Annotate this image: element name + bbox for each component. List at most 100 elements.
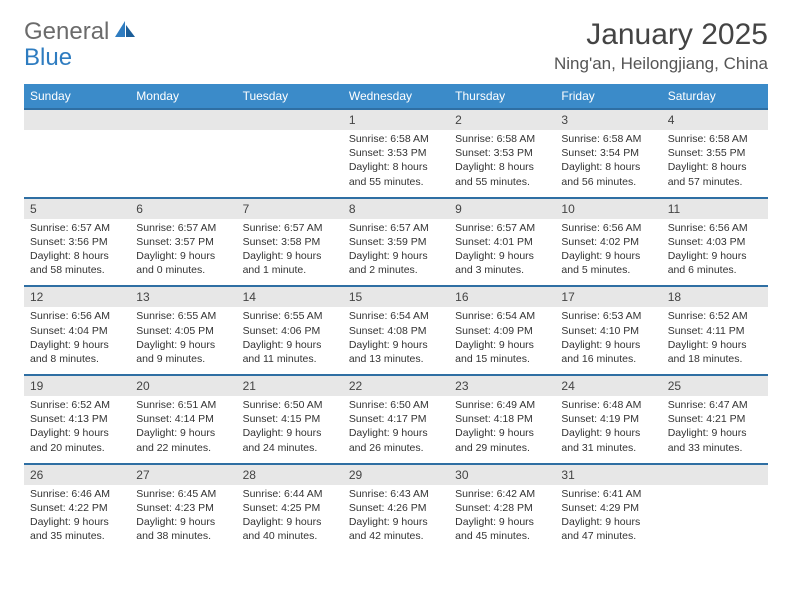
day-detail-line: Daylight: 9 hours [136, 515, 230, 529]
day-detail-line: Sunrise: 6:54 AM [455, 309, 549, 323]
day-cell: Sunrise: 6:56 AMSunset: 4:04 PMDaylight:… [24, 307, 130, 368]
day-detail-line: Daylight: 8 hours [455, 160, 549, 174]
day-detail-line: and 11 minutes. [243, 352, 337, 366]
day-cell [237, 130, 343, 191]
day-number [24, 110, 130, 130]
day-detail-line: Sunrise: 6:45 AM [136, 487, 230, 501]
day-number: 27 [130, 465, 236, 485]
day-detail-line: and 16 minutes. [561, 352, 655, 366]
day-detail-line: Sunrise: 6:55 AM [136, 309, 230, 323]
day-number: 10 [555, 199, 661, 219]
day-detail-line: Sunrise: 6:51 AM [136, 398, 230, 412]
day-number: 29 [343, 465, 449, 485]
day-detail-line: Sunset: 4:09 PM [455, 324, 549, 338]
day-detail-line: Sunrise: 6:56 AM [668, 221, 762, 235]
day-cell: Sunrise: 6:55 AMSunset: 4:06 PMDaylight:… [237, 307, 343, 368]
day-number: 22 [343, 376, 449, 396]
day-detail-line: Sunset: 4:05 PM [136, 324, 230, 338]
day-detail-line: and 33 minutes. [668, 441, 762, 455]
day-detail-line: Sunset: 3:57 PM [136, 235, 230, 249]
day-detail-line: and 38 minutes. [136, 529, 230, 543]
day-cell: Sunrise: 6:56 AMSunset: 4:03 PMDaylight:… [662, 219, 768, 280]
day-detail-line: Sunrise: 6:57 AM [455, 221, 549, 235]
day-detail-line: Sunrise: 6:50 AM [243, 398, 337, 412]
day-detail-line: and 22 minutes. [136, 441, 230, 455]
day-detail-line: Daylight: 8 hours [561, 160, 655, 174]
day-details-row: Sunrise: 6:46 AMSunset: 4:22 PM Daylight:… [24, 485, 768, 552]
weeks-container: 1234Sunrise: 6:58 AMSunset: 3:53 PMDayli… [24, 108, 768, 551]
day-cell: Sunrise: 6:52 AMSunset: 4:13 PMDaylight:… [24, 396, 130, 457]
day-detail-line: Sunset: 4:01 PM [455, 235, 549, 249]
day-detail-line: Sunset: 4:14 PM [136, 412, 230, 426]
day-detail-line: Sunset: 4:17 PM [349, 412, 443, 426]
day-detail-line: Sunrise: 6:52 AM [30, 398, 124, 412]
day-cell: Sunrise: 6:57 AMSunset: 3:59 PMDaylight:… [343, 219, 449, 280]
day-cell: Sunrise: 6:54 AMSunset: 4:09 PMDaylight:… [449, 307, 555, 368]
day-detail-line: Sunset: 4:13 PM [30, 412, 124, 426]
day-detail-line: Daylight: 9 hours [455, 515, 549, 529]
day-detail-line: Daylight: 9 hours [136, 426, 230, 440]
day-detail-line: Sunset: 4:26 PM [349, 501, 443, 515]
day-number: 14 [237, 287, 343, 307]
day-cell: Sunrise: 6:50 AMSunset: 4:15 PMDaylight:… [237, 396, 343, 457]
day-detail-line: and 55 minutes. [349, 175, 443, 189]
day-detail-line: and 57 minutes. [668, 175, 762, 189]
day-details-row: Sunrise: 6:56 AMSunset: 4:04 PMDaylight:… [24, 307, 768, 374]
day-cell: Sunrise: 6:45 AMSunset: 4:23 PMDaylight:… [130, 485, 236, 546]
day-detail-line: Sunset: 4:04 PM [30, 324, 124, 338]
day-cell: Sunrise: 6:54 AMSunset: 4:08 PMDaylight:… [343, 307, 449, 368]
day-number: 28 [237, 465, 343, 485]
day-details-row: Sunrise: 6:58 AMSunset: 3:53 PMDaylight:… [24, 130, 768, 197]
day-detail-line: Sunrise: 6:48 AM [561, 398, 655, 412]
day-detail-line: Daylight: 9 hours [349, 338, 443, 352]
day-detail-line: Daylight: 9 hours [136, 249, 230, 263]
day-detail-line: Daylight: 9 hours [30, 338, 124, 352]
day-number: 2 [449, 110, 555, 130]
day-cell: Sunrise: 6:57 AMSunset: 4:01 PMDaylight:… [449, 219, 555, 280]
day-detail-line: Sunrise: 6:58 AM [349, 132, 443, 146]
day-cell [130, 130, 236, 191]
day-detail-line: Daylight: 9 hours [668, 249, 762, 263]
day-detail-line: Sunset: 3:55 PM [668, 146, 762, 160]
day-cell: Sunrise: 6:58 AMSunset: 3:54 PMDaylight:… [555, 130, 661, 191]
day-details-row: Sunrise: 6:57 AMSunset: 3:56 PMDaylight:… [24, 219, 768, 286]
day-cell: Sunrise: 6:44 AMSunset: 4:25 PMDaylight:… [237, 485, 343, 546]
day-cell [24, 130, 130, 191]
day-cell: Sunrise: 6:57 AMSunset: 3:57 PMDaylight:… [130, 219, 236, 280]
day-detail-line: Sunset: 4:08 PM [349, 324, 443, 338]
day-cell: Sunrise: 6:47 AMSunset: 4:21 PMDaylight:… [662, 396, 768, 457]
day-detail-line: and 13 minutes. [349, 352, 443, 366]
day-detail-line: Sunset: 4:25 PM [243, 501, 337, 515]
day-detail-line: and 9 minutes. [136, 352, 230, 366]
day-detail-line: Daylight: 9 hours [561, 249, 655, 263]
day-detail-line: Sunset: 4:23 PM [136, 501, 230, 515]
day-detail-line: Sunrise: 6:43 AM [349, 487, 443, 501]
day-number: 16 [449, 287, 555, 307]
day-number: 24 [555, 376, 661, 396]
day-cell: Sunrise: 6:41 AMSunset: 4:29 PMDaylight:… [555, 485, 661, 546]
day-detail-line: Daylight: 9 hours [30, 426, 124, 440]
day-detail-line: Sunrise: 6:49 AM [455, 398, 549, 412]
day-detail-line: and 6 minutes. [668, 263, 762, 277]
day-detail-line: Daylight: 8 hours [349, 160, 443, 174]
day-detail-line: Daylight: 9 hours [349, 249, 443, 263]
day-detail-line: Sunrise: 6:50 AM [349, 398, 443, 412]
calendar: SundayMondayTuesdayWednesdayThursdayFrid… [24, 84, 768, 551]
day-cell: Sunrise: 6:58 AMSunset: 3:55 PMDaylight:… [662, 130, 768, 191]
day-detail-line: Sunset: 4:02 PM [561, 235, 655, 249]
weekday-header: Saturday [662, 84, 768, 108]
day-detail-line: Daylight: 9 hours [243, 426, 337, 440]
day-detail-line: Sunset: 4:22 PM [30, 501, 124, 515]
day-detail-line: Daylight: 9 hours [136, 338, 230, 352]
day-cell: Sunrise: 6:55 AMSunset: 4:05 PMDaylight:… [130, 307, 236, 368]
day-detail-line: Sunrise: 6:46 AM [30, 487, 124, 501]
day-number: 5 [24, 199, 130, 219]
day-number-row: 567891011 [24, 197, 768, 219]
day-detail-line: and 15 minutes. [455, 352, 549, 366]
day-number: 25 [662, 376, 768, 396]
day-detail-line: Daylight: 9 hours [243, 249, 337, 263]
day-cell [662, 485, 768, 546]
day-detail-line: Daylight: 9 hours [668, 338, 762, 352]
day-number: 21 [237, 376, 343, 396]
day-detail-line: Sunset: 4:11 PM [668, 324, 762, 338]
